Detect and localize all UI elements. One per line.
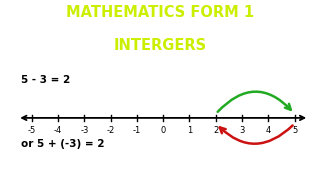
Text: INTERGERS: INTERGERS [113,38,207,53]
Text: 4: 4 [266,126,271,135]
Text: 1: 1 [187,126,192,135]
Text: 2: 2 [213,126,218,135]
Text: 0: 0 [161,126,166,135]
Text: -3: -3 [80,126,89,135]
Text: 5: 5 [292,126,297,135]
Text: -4: -4 [54,126,62,135]
Text: or 5 + (-3) = 2: or 5 + (-3) = 2 [21,139,105,149]
Text: -5: -5 [28,126,36,135]
Text: -2: -2 [107,126,115,135]
Text: -1: -1 [133,126,141,135]
Text: 5 - 3 = 2: 5 - 3 = 2 [21,75,70,85]
Text: 3: 3 [239,126,245,135]
Text: MATHEMATICS FORM 1: MATHEMATICS FORM 1 [66,5,254,20]
